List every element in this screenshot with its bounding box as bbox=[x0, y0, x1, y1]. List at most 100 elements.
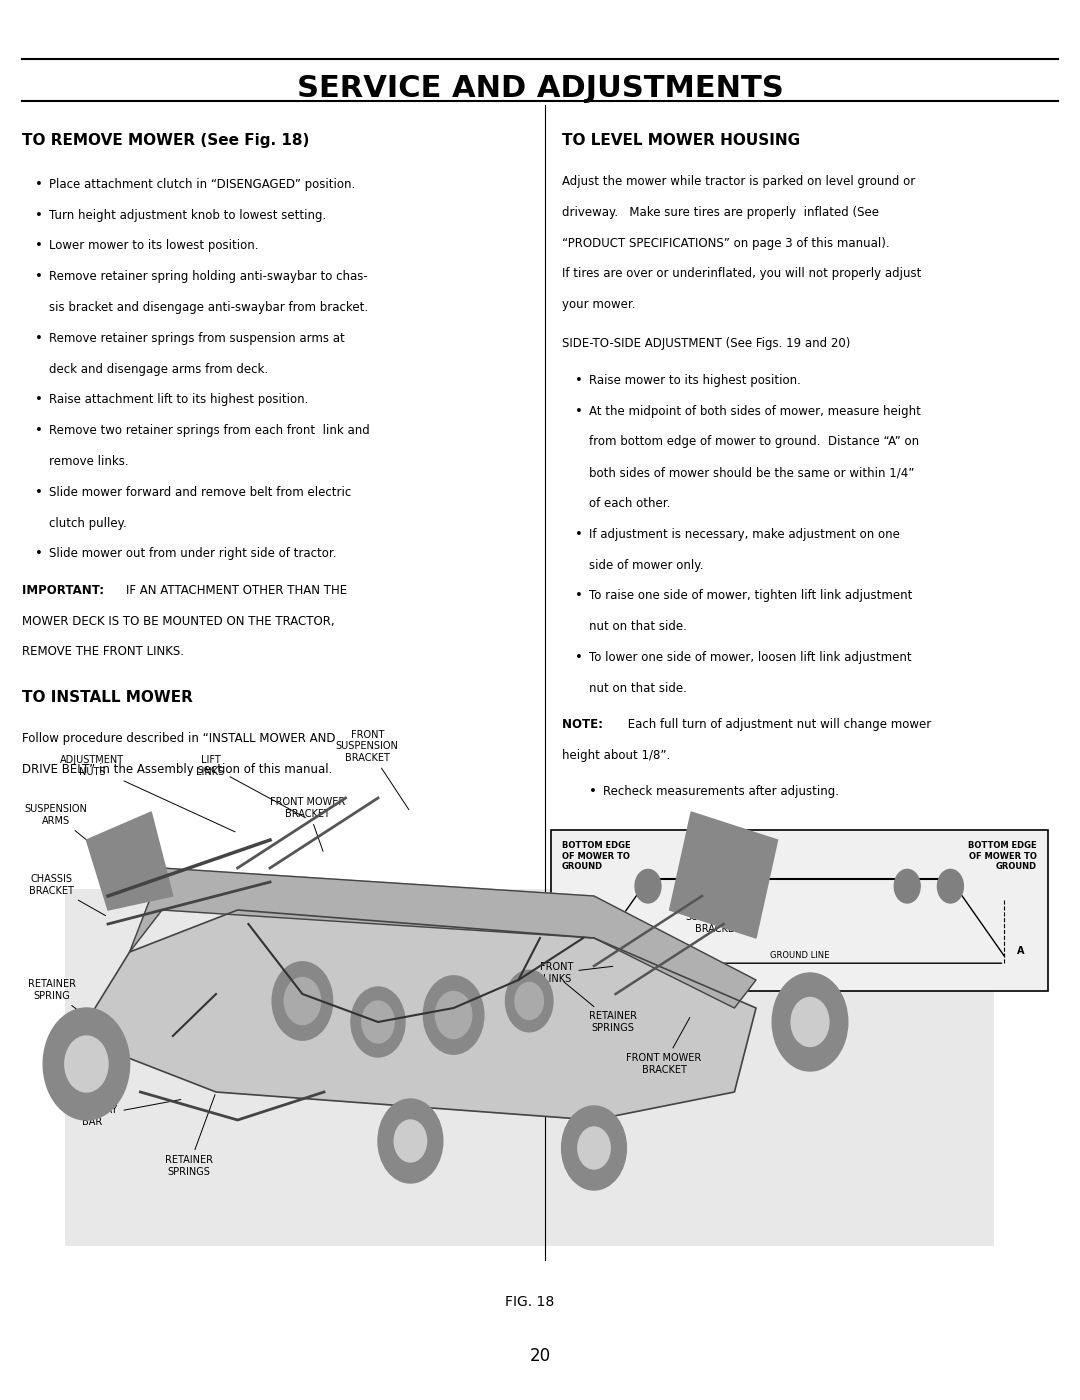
Bar bbox=[65, 889, 994, 1246]
Circle shape bbox=[578, 1127, 610, 1169]
Text: RETAINER
SPRINGS: RETAINER SPRINGS bbox=[165, 1095, 215, 1176]
Circle shape bbox=[43, 1008, 130, 1120]
Text: remove links.: remove links. bbox=[49, 455, 129, 468]
Text: •: • bbox=[575, 405, 582, 417]
Polygon shape bbox=[86, 910, 756, 1120]
Polygon shape bbox=[130, 868, 756, 1008]
Text: Slide mower forward and remove belt from electric: Slide mower forward and remove belt from… bbox=[49, 486, 351, 498]
Text: deck and disengage arms from deck.: deck and disengage arms from deck. bbox=[49, 363, 268, 375]
Circle shape bbox=[791, 997, 829, 1047]
Text: SUSPENSION
ARMS: SUSPENSION ARMS bbox=[25, 805, 127, 874]
Circle shape bbox=[937, 869, 963, 903]
Text: DRIVE BELT” in the Assembly section of this manual.: DRIVE BELT” in the Assembly section of t… bbox=[22, 763, 332, 776]
Text: FRONT MOWER
BRACKET: FRONT MOWER BRACKET bbox=[270, 798, 346, 851]
Text: Recheck measurements after adjusting.: Recheck measurements after adjusting. bbox=[603, 785, 839, 798]
Polygon shape bbox=[670, 812, 778, 938]
Text: FRONT
LINKS: FRONT LINKS bbox=[540, 962, 612, 984]
Text: •: • bbox=[35, 486, 42, 498]
Text: side of mower only.: side of mower only. bbox=[589, 559, 703, 571]
Text: GROUND LINE: GROUND LINE bbox=[770, 952, 828, 960]
Text: ANTI-SWAY
BAR: ANTI-SWAY BAR bbox=[65, 1099, 180, 1127]
Text: IMPORTANT:: IMPORTANT: bbox=[22, 584, 108, 596]
Text: IF AN ATTACHMENT OTHER THAN THE: IF AN ATTACHMENT OTHER THAN THE bbox=[126, 584, 348, 596]
Text: •: • bbox=[35, 178, 42, 190]
Text: •: • bbox=[575, 589, 582, 602]
Circle shape bbox=[678, 869, 704, 903]
Text: nut on that side.: nut on that side. bbox=[589, 620, 687, 633]
Text: •: • bbox=[35, 393, 42, 406]
Circle shape bbox=[378, 1099, 443, 1183]
Text: BOTTOM EDGE
OF MOWER TO
GROUND: BOTTOM EDGE OF MOWER TO GROUND bbox=[562, 841, 631, 871]
Text: To lower one side of mower, loosen lift link adjustment: To lower one side of mower, loosen lift … bbox=[589, 651, 912, 664]
Text: Adjust the mower while tractor is parked on level ground or: Adjust the mower while tractor is parked… bbox=[562, 175, 915, 188]
Text: Follow procedure described in “INSTALL MOWER AND: Follow procedure described in “INSTALL M… bbox=[22, 732, 335, 745]
Text: TO INSTALL MOWER: TO INSTALL MOWER bbox=[22, 690, 192, 706]
Text: TO LEVEL MOWER HOUSING: TO LEVEL MOWER HOUSING bbox=[562, 133, 799, 148]
Text: “PRODUCT SPECIFICATIONS” on page 3 of this manual).: “PRODUCT SPECIFICATIONS” on page 3 of th… bbox=[562, 237, 889, 249]
Text: •: • bbox=[589, 785, 596, 798]
Text: FRONT
SUSPENSION
BRACKET: FRONT SUSPENSION BRACKET bbox=[686, 896, 748, 934]
Text: •: • bbox=[35, 209, 42, 221]
Circle shape bbox=[284, 977, 321, 1025]
Circle shape bbox=[635, 869, 661, 903]
Text: sis bracket and disengage anti-swaybar from bracket.: sis bracket and disengage anti-swaybar f… bbox=[49, 301, 367, 314]
Polygon shape bbox=[86, 812, 173, 910]
Text: A: A bbox=[575, 946, 581, 956]
Text: height about 1/8”.: height about 1/8”. bbox=[562, 749, 670, 762]
Text: •: • bbox=[35, 332, 42, 344]
Text: •: • bbox=[35, 270, 42, 283]
Text: FRONT
SUSPENSION
BRACKET: FRONT SUSPENSION BRACKET bbox=[336, 729, 409, 809]
Text: If adjustment is necessary, make adjustment on one: If adjustment is necessary, make adjustm… bbox=[589, 528, 900, 540]
Text: To raise one side of mower, tighten lift link adjustment: To raise one side of mower, tighten lift… bbox=[589, 589, 912, 602]
Bar bbox=[551, 830, 1048, 991]
Text: both sides of mower should be the same or within 1/4”: both sides of mower should be the same o… bbox=[589, 466, 914, 479]
Text: nut on that side.: nut on that side. bbox=[589, 682, 687, 694]
Text: Remove two retainer springs from each front  link and: Remove two retainer springs from each fr… bbox=[49, 424, 369, 437]
Text: SERVICE AND ADJUSTMENTS: SERVICE AND ADJUSTMENTS bbox=[297, 74, 783, 102]
Text: MOWER DECK IS TO BE MOUNTED ON THE TRACTOR,: MOWER DECK IS TO BE MOUNTED ON THE TRACT… bbox=[22, 615, 334, 627]
Text: Turn height adjustment knob to lowest setting.: Turn height adjustment knob to lowest se… bbox=[49, 209, 326, 221]
Text: •: • bbox=[575, 374, 582, 386]
Text: RETAINER
SPRINGS: RETAINER SPRINGS bbox=[564, 981, 636, 1033]
Text: driveway.   Make sure tires are properly  inflated (See: driveway. Make sure tires are properly i… bbox=[562, 206, 879, 218]
Text: Place attachment clutch in “DISENGAGED” position.: Place attachment clutch in “DISENGAGED” … bbox=[49, 178, 355, 190]
Text: from bottom edge of mower to ground.  Distance “A” on: from bottom edge of mower to ground. Dis… bbox=[589, 435, 919, 448]
Text: Raise mower to its highest position.: Raise mower to its highest position. bbox=[589, 374, 800, 386]
Text: A: A bbox=[1017, 946, 1024, 956]
Circle shape bbox=[515, 983, 543, 1019]
Circle shape bbox=[351, 987, 405, 1057]
Text: If tires are over or underinflated, you will not properly adjust: If tires are over or underinflated, you … bbox=[562, 267, 921, 280]
Text: NOTE:: NOTE: bbox=[562, 718, 607, 731]
Text: CHASSIS
BRACKET: CHASSIS BRACKET bbox=[29, 875, 106, 916]
Text: Raise attachment lift to its highest position.: Raise attachment lift to its highest pos… bbox=[49, 393, 308, 406]
Text: FIG. 18: FIG. 18 bbox=[504, 1295, 554, 1309]
Text: FIG. 19: FIG. 19 bbox=[778, 1008, 821, 1021]
Text: clutch pulley.: clutch pulley. bbox=[49, 517, 126, 529]
Text: Slide mower out from under right side of tractor.: Slide mower out from under right side of… bbox=[49, 547, 336, 560]
Circle shape bbox=[394, 1120, 427, 1162]
Text: •: • bbox=[35, 239, 42, 252]
Text: •: • bbox=[575, 651, 582, 664]
Text: your mower.: your mower. bbox=[562, 298, 635, 311]
Text: RETAINER
SPRING: RETAINER SPRING bbox=[28, 980, 127, 1049]
Text: FRONT MOWER
BRACKET: FRONT MOWER BRACKET bbox=[626, 1018, 702, 1075]
Text: REMOVE THE FRONT LINKS.: REMOVE THE FRONT LINKS. bbox=[22, 645, 184, 658]
Text: Lower mower to its lowest position.: Lower mower to its lowest position. bbox=[49, 239, 258, 252]
Text: •: • bbox=[35, 424, 42, 437]
Text: ADJUSTMENT
NUTS: ADJUSTMENT NUTS bbox=[59, 756, 235, 832]
Text: TO REMOVE MOWER (See Fig. 18): TO REMOVE MOWER (See Fig. 18) bbox=[22, 133, 309, 148]
Circle shape bbox=[435, 991, 472, 1039]
Circle shape bbox=[272, 962, 333, 1040]
Text: Remove retainer spring holding anti-swaybar to chas-: Remove retainer spring holding anti-sway… bbox=[49, 270, 367, 283]
Text: 20: 20 bbox=[529, 1347, 551, 1365]
Text: SIDE-TO-SIDE ADJUSTMENT (See Figs. 19 and 20): SIDE-TO-SIDE ADJUSTMENT (See Figs. 19 an… bbox=[562, 337, 850, 350]
Circle shape bbox=[423, 976, 484, 1054]
Circle shape bbox=[505, 970, 553, 1032]
Text: BOTTOM EDGE
OF MOWER TO
GROUND: BOTTOM EDGE OF MOWER TO GROUND bbox=[968, 841, 1037, 871]
Text: of each other.: of each other. bbox=[589, 497, 670, 510]
Text: Each full turn of adjustment nut will change mower: Each full turn of adjustment nut will ch… bbox=[624, 718, 931, 731]
Circle shape bbox=[562, 1106, 626, 1190]
Text: Remove retainer springs from suspension arms at: Remove retainer springs from suspension … bbox=[49, 332, 345, 344]
Circle shape bbox=[894, 869, 920, 903]
Text: LIFT
LINKS: LIFT LINKS bbox=[197, 756, 306, 818]
